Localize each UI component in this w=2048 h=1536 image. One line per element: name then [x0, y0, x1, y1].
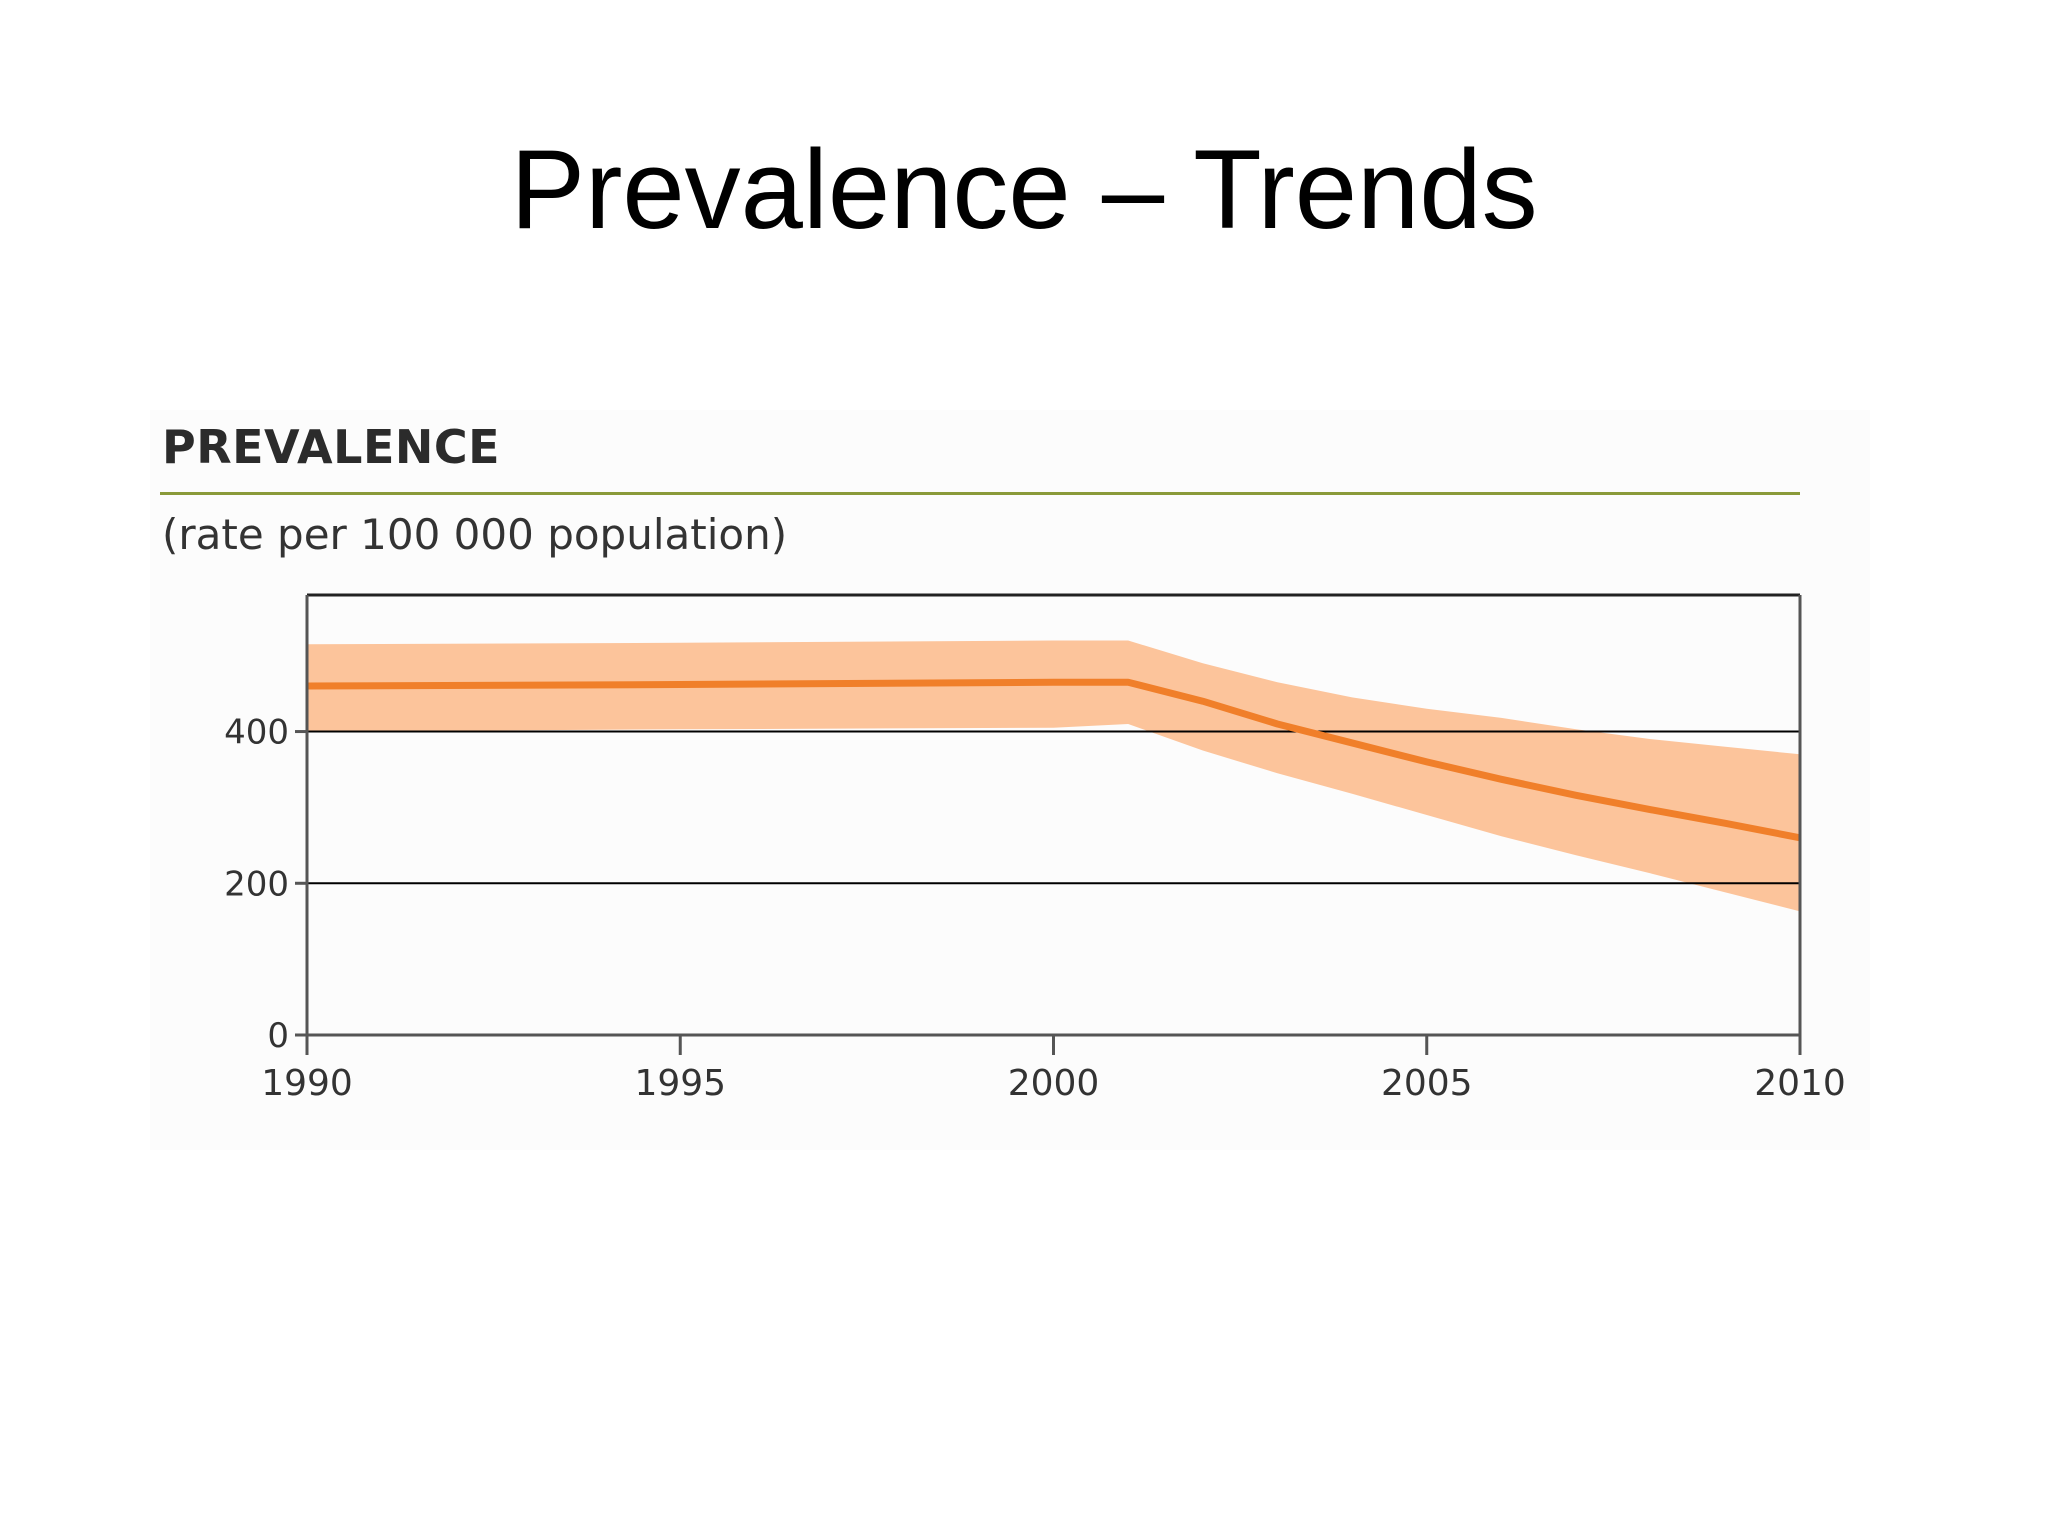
y-tick-layer: 0 200 400 [224, 713, 307, 1056]
series-line-layer [306, 678, 1801, 842]
y-tick-label: 200 [224, 864, 289, 904]
x-tick-label: 1995 [634, 1063, 726, 1104]
x-tick-label: 2005 [1381, 1063, 1473, 1104]
chart-subtitle: (rate per 100 000 population) [162, 510, 788, 559]
series-line [306, 678, 1801, 842]
x-tick-label: 2010 [1754, 1063, 1846, 1104]
confidence-band-layer [307, 640, 1800, 912]
x-tick-label: 1990 [261, 1063, 353, 1104]
gridline-layer [307, 730, 1800, 885]
confidence-band [307, 640, 1800, 912]
title-divider [160, 492, 1800, 495]
chart-plot: 1990 1995 2000 2005 2010 0 200 400 [224, 593, 1846, 1104]
chart-title: PREVALENCE [162, 420, 501, 474]
y-tick-label: 400 [224, 713, 289, 753]
x-tick-label: 2000 [1008, 1063, 1100, 1104]
x-tick-layer: 1990 1995 2000 2005 2010 [261, 1035, 1846, 1104]
y-tick-label: 0 [267, 1016, 289, 1056]
slide-title: Prevalence – Trends [510, 127, 1538, 252]
chart-figure: PREVALENCE (rate per 100 000 population)… [150, 410, 1870, 1150]
